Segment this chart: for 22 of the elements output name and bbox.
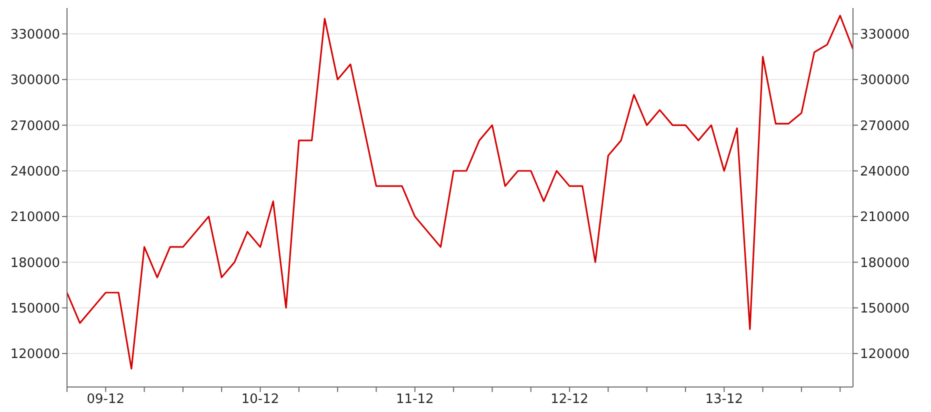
x-tick-label: 13-12	[705, 392, 744, 408]
y2-tick-label: 210000	[860, 210, 910, 226]
y-tick-label: 180000	[10, 256, 60, 271]
y2-tick-label: 150000	[860, 301, 910, 316]
y-tick-label: 120000	[10, 347, 60, 362]
y2-tick-label: 240000	[860, 164, 910, 180]
y-tick-label: 240000	[10, 164, 60, 180]
x-tick-label: 12-12	[550, 392, 588, 408]
y-tick-label: 300000	[10, 73, 60, 88]
y-tick-label: 150000	[10, 301, 60, 316]
y2-tick-label: 180000	[860, 256, 910, 271]
y-tick-label: 270000	[10, 118, 60, 134]
y2-tick-label: 120000	[860, 347, 910, 362]
y2-tick-label: 330000	[860, 27, 910, 42]
y2-tick-label: 300000	[860, 73, 910, 88]
line-series	[67, 14, 853, 370]
y2-tick-label: 270000	[860, 118, 910, 134]
x-tick-label: 09-12	[86, 392, 125, 408]
y-tick-label: 210000	[10, 210, 60, 226]
y-tick-label: 330000	[10, 27, 60, 42]
x-tick-label: 10-12	[241, 392, 280, 408]
x-tick-label: 11-12	[396, 392, 434, 408]
